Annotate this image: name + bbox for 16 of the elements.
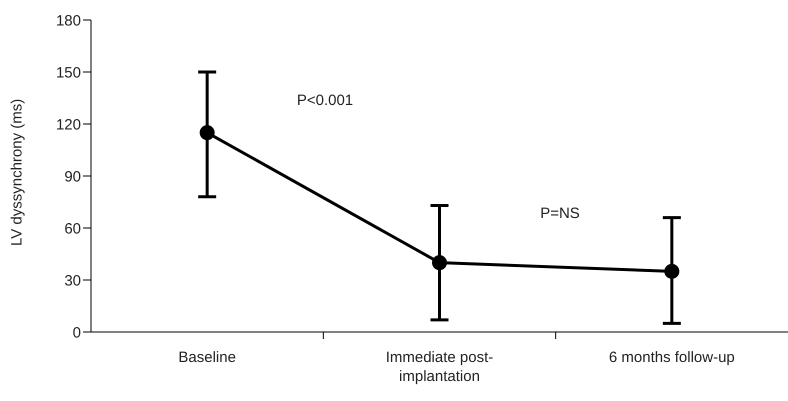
y-tick-label: 120 [56,116,81,134]
point [664,264,680,279]
y-tick-label: 150 [56,64,81,82]
y-tick-label: 0 [72,324,81,342]
y-tick-label: 30 [64,272,81,290]
x-tick-label: Baseline [178,349,236,366]
y-tick-label: 90 [64,168,81,186]
point [200,125,215,140]
x-tick-label: Immediate post-implantation [386,349,494,385]
y-tick-label: 180 [56,12,81,30]
annotation: P=NS [540,205,580,222]
point [432,255,447,270]
x-tick-label: 6 months follow-up [608,349,735,366]
y-axis-title: LV dyssynchrony (ms) [8,98,26,246]
y-tick-label: 60 [64,220,81,238]
annotation: P<0.001 [296,92,354,109]
